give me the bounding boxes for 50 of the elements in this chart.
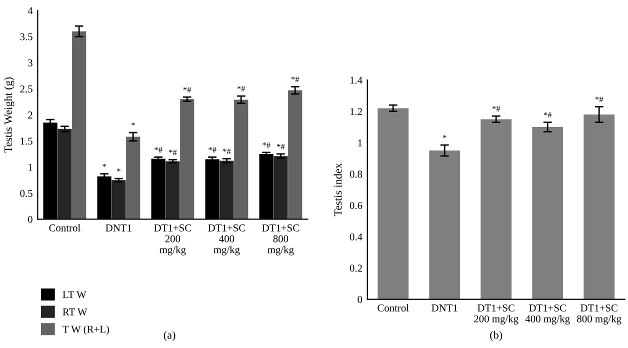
data-label: *# [208,147,216,153]
y-axis-title: Testis Weight (g) [4,77,14,153]
y-tick-label: 4 [28,7,33,14]
data-label: *# [276,144,285,150]
x-tick-label: DNT1 [106,224,132,232]
data-label: *# [291,76,300,82]
data-label: *# [154,147,162,153]
data-label: *# [262,142,270,148]
x-tick-label: Control [49,224,80,232]
x-tick-label: Control [378,304,409,312]
legend-label: LT W [62,291,86,298]
y-tick-label: 1 [358,139,362,146]
data-label: * [102,164,106,167]
x-tick-label: DT1+SC 200 mg/kg [154,224,191,256]
y-tick-label: 2 [28,112,32,118]
data-label: * [131,122,135,126]
y-tick-label: 1 [28,164,32,171]
y-tick-label: 1.2 [350,108,362,116]
x-tick-label: DT1+SC 400 mg/kg [525,304,570,325]
x-tick-label: DNT1 [432,304,458,312]
data-label: *# [492,106,500,112]
data-label: *# [544,112,552,118]
legend-label: RT W [62,308,88,316]
y-tick-label: 3 [28,59,32,66]
text: (b) [490,330,502,342]
x-tick-label: DT1+SC 800 mg/kg [262,224,299,256]
y-tick-label: 1.4 [350,76,362,84]
data-label: * [117,168,120,172]
y-tick-label: 0.8 [350,170,362,178]
y-tick-label: 0.2 [350,264,362,272]
data-label: * [442,135,446,138]
data-label: *# [222,148,231,154]
text: (a) [164,330,176,342]
y-tick-label: 3.5 [20,33,32,40]
y-axis-title: Testis index [334,163,342,216]
y-tick-label: 1.5 [20,138,32,145]
data-label: *# [595,96,604,102]
legend-label: T W (R+L) [62,325,110,335]
data-label: *# [168,150,177,156]
y-tick-label: 0 [28,216,32,223]
y-tick-label: 0.4 [350,233,362,240]
y-tick-label: 0.5 [20,190,32,197]
data-label: *# [237,86,246,92]
x-tick-label: DT1+SC 400 mg/kg [208,224,245,256]
x-tick-label: DT1+SC 800 mg/kg [577,304,622,325]
y-tick-label: 0.6 [350,202,362,210]
y-tick-label: 0 [358,296,362,303]
x-tick-label: DT1+SC 200 mg/kg [474,304,518,325]
data-label: *# [183,87,192,93]
y-tick-label: 2.5 [20,85,32,92]
